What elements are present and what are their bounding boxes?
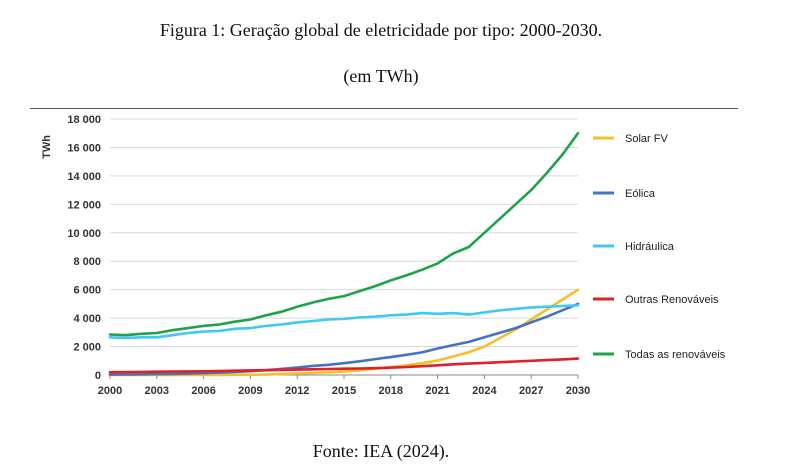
x-tick-label: 2030 (566, 385, 590, 397)
y-tick-label: 16 000 (67, 142, 101, 154)
legend-label: Solar FV (625, 133, 668, 145)
y-tick-label: 18 000 (67, 114, 101, 126)
series-line (108, 303, 580, 340)
figure-title: Figura 1: Geração global de eletricidade… (159, 20, 603, 40)
y-tick-label: 2 000 (73, 342, 101, 354)
x-tick-label: 2006 (191, 385, 215, 397)
y-axis-label: TWh (41, 135, 53, 159)
x-tick-label: 2027 (519, 385, 543, 397)
legend-label: Eólica (625, 188, 656, 200)
legend: Solar FV Eólica Hidráulica Outras Renovávei… (593, 133, 726, 361)
figure-source: Fonte: IEA (2024). (312, 441, 450, 461)
y-tick-label: 12 000 (67, 199, 101, 211)
series-line (108, 357, 580, 374)
figure-subtitle: (em TWh) (343, 66, 419, 86)
y-tick-label: 10 000 (67, 228, 101, 240)
axes: 0 2 000 4 000 6 000 8 000 10 000 12 000 14 000 1… (41, 114, 590, 397)
x-tick-label: 2015 (332, 385, 356, 397)
y-tick-label: 4 000 (73, 313, 101, 325)
legend-label: Outras Renováveis (625, 294, 719, 306)
y-tick-label: 14 000 (67, 171, 101, 183)
series-lines (108, 131, 580, 377)
series-line (108, 302, 580, 376)
x-tick-label: 2000 (98, 385, 122, 397)
y-tick-label: 0 (95, 370, 101, 382)
series-line (108, 131, 580, 337)
x-tick-label: 2009 (238, 385, 262, 397)
x-tick-label: 2003 (145, 385, 169, 397)
x-tick-label: 2012 (285, 385, 309, 397)
legend-label: Todas as renováveis (625, 349, 726, 361)
legend-label: Hidráulica (625, 241, 675, 253)
grid (110, 118, 578, 376)
header-rule (30, 108, 738, 109)
x-tick-label: 2018 (379, 385, 403, 397)
y-tick-label: 8 000 (73, 256, 101, 268)
x-tick-label: 2024 (472, 385, 497, 397)
y-tick-label: 6 000 (73, 285, 101, 297)
x-tick-label: 2021 (425, 385, 449, 397)
